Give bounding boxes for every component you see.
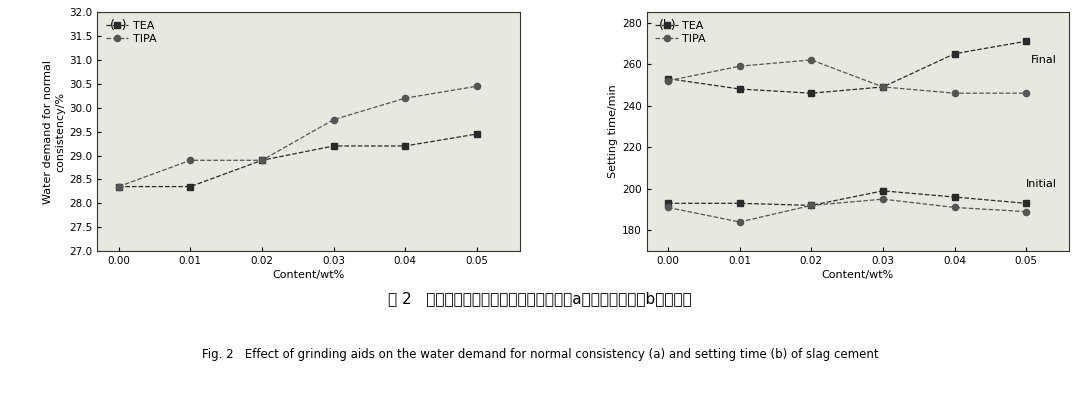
TEA	[877, 85, 890, 90]
TIPA	[471, 84, 484, 89]
TEA	[327, 143, 340, 148]
TEA	[948, 51, 961, 56]
X-axis label: Content/wt%: Content/wt%	[822, 270, 894, 280]
TEA	[399, 143, 411, 148]
Legend: TEA, TIPA: TEA, TIPA	[103, 18, 160, 48]
TIPA	[399, 96, 411, 100]
TIPA	[948, 91, 961, 96]
Legend: TEA, TIPA: TEA, TIPA	[652, 18, 710, 48]
TIPA	[805, 58, 818, 62]
TIPA	[877, 85, 890, 90]
TIPA	[327, 117, 340, 122]
Line: TEA: TEA	[116, 131, 480, 190]
Text: Final: Final	[1030, 55, 1056, 65]
Text: 图 2   助磨剂对矿渣水泥标准稠度需水量（a）和凝结时间（b）的影响: 图 2 助磨剂对矿渣水泥标准稠度需水量（a）和凝结时间（b）的影响	[388, 292, 692, 307]
Text: Fig. 2   Effect of grinding aids on the water demand for normal consistency (a) : Fig. 2 Effect of grinding aids on the wa…	[202, 348, 878, 361]
TEA	[733, 87, 746, 92]
Text: Initial: Initial	[1026, 179, 1056, 189]
Text: (b): (b)	[659, 19, 677, 32]
TIPA	[256, 158, 269, 163]
TEA	[256, 158, 269, 163]
TEA	[112, 184, 125, 189]
TEA	[184, 184, 197, 189]
TEA	[805, 91, 818, 96]
TIPA	[662, 78, 675, 83]
Line: TIPA: TIPA	[665, 57, 1029, 96]
TEA	[662, 76, 675, 81]
Line: TIPA: TIPA	[116, 83, 480, 190]
TIPA	[733, 64, 746, 68]
TEA	[1020, 39, 1032, 44]
TIPA	[1020, 91, 1032, 96]
TIPA	[184, 158, 197, 163]
TIPA	[112, 184, 125, 189]
Line: TEA: TEA	[665, 38, 1029, 96]
TEA	[471, 132, 484, 136]
Y-axis label: Setting time/min: Setting time/min	[608, 85, 618, 179]
Y-axis label: Water demand for normal
consistency/%: Water demand for normal consistency/%	[43, 60, 65, 204]
X-axis label: Content/wt%: Content/wt%	[272, 270, 345, 280]
Text: (a): (a)	[110, 19, 127, 32]
